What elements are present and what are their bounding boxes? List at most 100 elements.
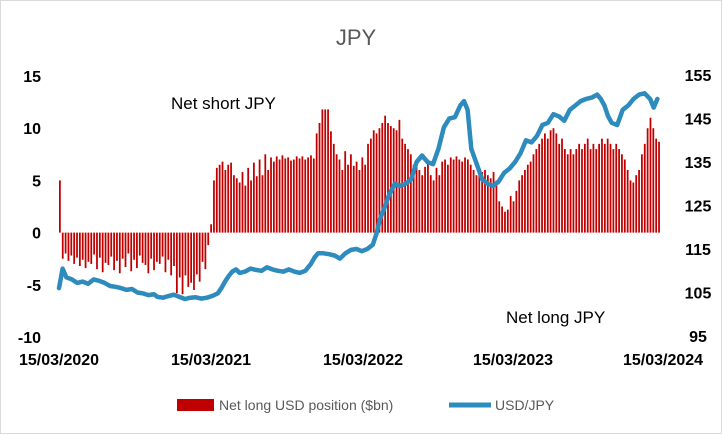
bar bbox=[601, 138, 603, 233]
bar bbox=[270, 157, 272, 233]
bar bbox=[621, 154, 623, 233]
bar bbox=[658, 141, 660, 233]
bar bbox=[478, 167, 481, 233]
x-tick-label: 15/03/2021 bbox=[171, 352, 251, 369]
bar bbox=[310, 155, 312, 233]
bar bbox=[415, 161, 418, 233]
bar bbox=[441, 161, 444, 233]
bar bbox=[124, 232, 127, 268]
bar bbox=[444, 159, 446, 233]
annotation-net-long: Net long JPY bbox=[506, 308, 605, 327]
bar bbox=[569, 149, 572, 233]
legend: Net long USD position ($bn) USD/JPY bbox=[177, 397, 555, 413]
bar bbox=[512, 201, 515, 233]
bar bbox=[392, 128, 395, 233]
bar bbox=[466, 159, 469, 233]
bar bbox=[230, 162, 232, 233]
bar bbox=[355, 161, 358, 233]
bar bbox=[655, 138, 658, 233]
bar bbox=[532, 154, 535, 233]
bar bbox=[606, 138, 609, 233]
bar bbox=[472, 169, 475, 233]
bar bbox=[549, 130, 552, 233]
bar bbox=[96, 232, 98, 270]
bar bbox=[384, 115, 387, 233]
bar bbox=[78, 232, 81, 267]
bar bbox=[629, 180, 632, 233]
bar bbox=[64, 232, 67, 254]
bar bbox=[626, 169, 629, 233]
bar bbox=[118, 232, 121, 274]
x-axis-ticks: 15/03/2020 15/03/2021 15/03/2022 15/03/2023… bbox=[19, 352, 703, 369]
bar bbox=[247, 167, 250, 233]
bar bbox=[544, 133, 546, 233]
bar bbox=[218, 164, 221, 233]
bar bbox=[175, 232, 178, 294]
bar bbox=[409, 154, 412, 233]
bars-layer bbox=[59, 109, 660, 295]
bar bbox=[295, 156, 298, 233]
right-tick-label: 145 bbox=[685, 112, 712, 129]
bar bbox=[344, 151, 347, 233]
bar bbox=[558, 143, 561, 233]
bar bbox=[278, 159, 281, 233]
bar bbox=[170, 232, 173, 276]
bar bbox=[213, 180, 215, 233]
bar bbox=[201, 232, 204, 262]
bar bbox=[144, 232, 147, 265]
left-tick-label: 15 bbox=[23, 69, 41, 86]
bar bbox=[244, 185, 247, 233]
bar bbox=[341, 169, 344, 233]
bar bbox=[173, 232, 175, 267]
bar bbox=[267, 169, 270, 233]
bar bbox=[555, 133, 558, 233]
bar bbox=[367, 143, 369, 233]
bar bbox=[284, 158, 287, 233]
chart-title: JPY bbox=[336, 25, 377, 50]
bar bbox=[121, 232, 124, 259]
bar bbox=[195, 232, 198, 275]
bar bbox=[178, 232, 181, 278]
bar bbox=[538, 143, 541, 233]
left-tick-label: -5 bbox=[27, 278, 41, 295]
bar bbox=[275, 156, 278, 233]
bar bbox=[469, 164, 472, 233]
bar bbox=[504, 211, 506, 233]
bar bbox=[158, 232, 161, 264]
bar bbox=[418, 169, 421, 233]
bar bbox=[253, 162, 255, 233]
bar bbox=[347, 164, 349, 233]
bar bbox=[618, 149, 620, 233]
bar bbox=[381, 122, 384, 233]
bar bbox=[332, 143, 335, 233]
bar bbox=[398, 119, 401, 233]
bar bbox=[150, 232, 153, 259]
bar bbox=[156, 232, 158, 262]
bar bbox=[615, 143, 618, 233]
bar bbox=[350, 154, 352, 233]
bar bbox=[318, 122, 321, 233]
bar bbox=[233, 175, 235, 233]
bar bbox=[395, 130, 398, 233]
bar bbox=[130, 232, 133, 272]
bar bbox=[581, 149, 583, 233]
bar bbox=[358, 169, 361, 233]
bar bbox=[153, 232, 155, 271]
bar bbox=[338, 159, 341, 233]
bar bbox=[458, 159, 461, 233]
bar bbox=[421, 175, 424, 233]
bar bbox=[147, 232, 150, 274]
bar bbox=[127, 232, 130, 254]
bar bbox=[352, 165, 355, 233]
bar bbox=[498, 201, 501, 233]
left-tick-label: 0 bbox=[32, 226, 41, 243]
line-layer bbox=[56, 91, 660, 302]
right-tick-label: 95 bbox=[689, 329, 707, 346]
bar bbox=[133, 232, 135, 260]
bar bbox=[227, 164, 230, 233]
bar bbox=[224, 169, 227, 233]
bar bbox=[84, 232, 87, 269]
bar bbox=[404, 143, 406, 233]
bar bbox=[81, 232, 84, 260]
